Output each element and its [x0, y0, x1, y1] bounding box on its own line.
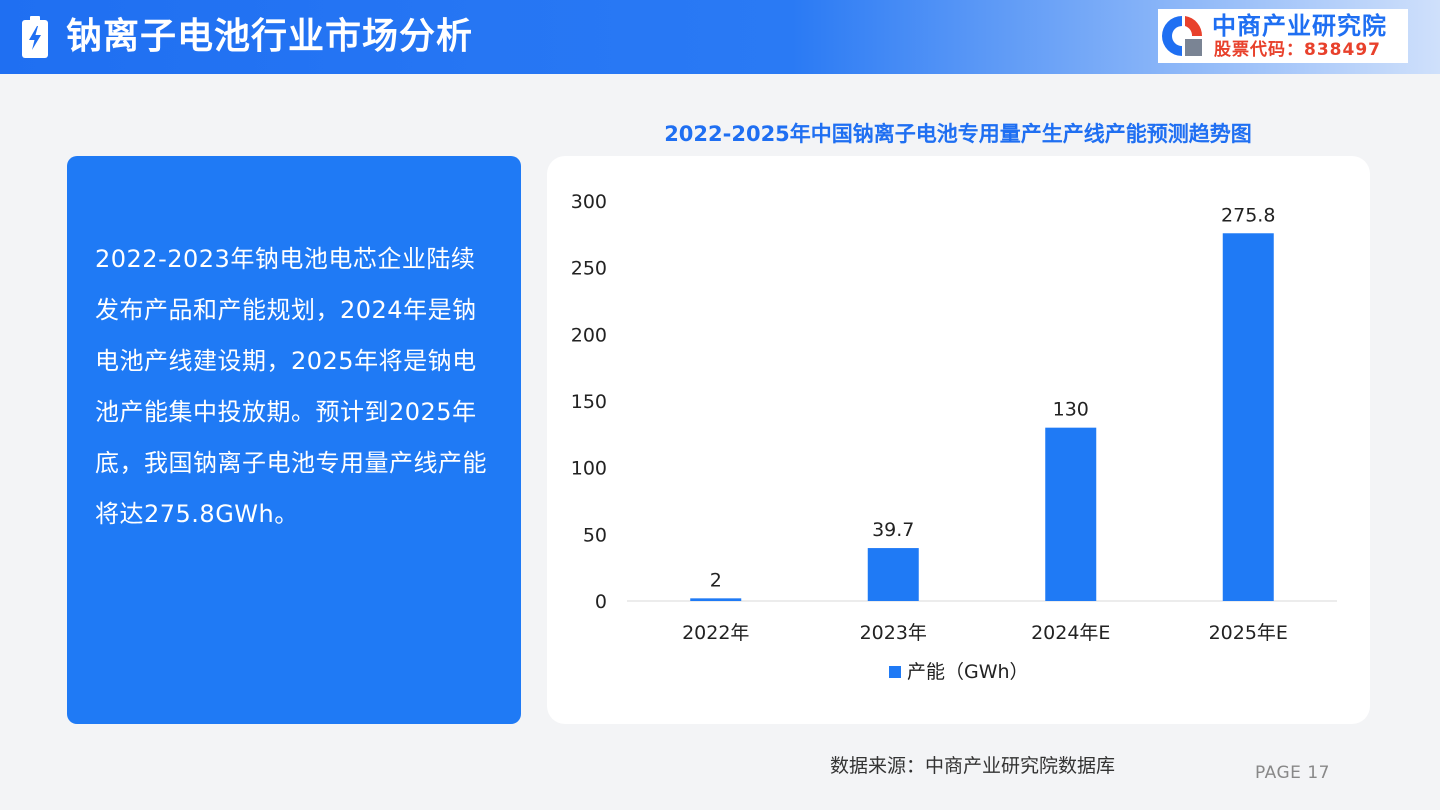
- x-tick-label: 2025年E: [1209, 622, 1288, 644]
- bar-2022年: [690, 598, 742, 601]
- x-tick-label: 2023年: [860, 622, 927, 644]
- y-tick-label: 0: [595, 591, 607, 613]
- bar-2025年E: [1222, 233, 1274, 601]
- y-tick-label: 300: [571, 191, 607, 213]
- chart-card: 0 50 100 150 200 250 300 2 2022年 39.7 2023年 130 2024…: [547, 156, 1370, 724]
- logo-name: 中商产业研究院: [1212, 12, 1387, 40]
- summary-card: 2022-2023年钠电池电芯企业陆续发布产品和产能规划，2024年是钠电池产线…: [67, 156, 521, 724]
- chart-title: 2022-2025年中国钠离子电池专用量产生产线产能预测趋势图: [664, 122, 1252, 146]
- header-bar: 钠离子电池行业市场分析 中商产业研究院 股票代码：838497: [0, 0, 1440, 74]
- summary-text: 2022-2023年钠电池电芯企业陆续发布产品和产能规划，2024年是钠电池产线…: [95, 245, 487, 528]
- x-tick-label: 2022年: [682, 622, 749, 644]
- data-label: 130: [1053, 399, 1089, 421]
- logo-mark-icon: [1162, 16, 1203, 56]
- y-tick-label: 50: [583, 524, 607, 546]
- data-source: 数据来源：中商产业研究院数据库: [830, 755, 1116, 777]
- y-tick-label: 250: [571, 258, 607, 280]
- page-number: PAGE 17: [1255, 763, 1330, 783]
- logo-stock-code: 股票代码：838497: [1214, 40, 1381, 60]
- bar-2023年: [867, 548, 919, 601]
- y-tick-label: 150: [571, 391, 607, 413]
- data-label: 2: [710, 569, 722, 591]
- x-tick-label: 2024年E: [1031, 622, 1110, 644]
- page-title: 钠离子电池行业市场分析: [66, 16, 474, 57]
- data-label: 39.7: [872, 519, 914, 541]
- data-label: 275.8: [1221, 204, 1275, 226]
- legend-label: 产能（GWh）: [907, 661, 1029, 683]
- bar-2024年E: [1045, 427, 1097, 601]
- y-tick-label: 100: [571, 458, 607, 480]
- legend-swatch: [889, 666, 901, 678]
- battery-icon: [22, 16, 48, 58]
- y-tick-label: 200: [571, 324, 607, 346]
- company-logo: 中商产业研究院 股票代码：838497: [1158, 9, 1408, 63]
- bar-chart: 0 50 100 150 200 250 300 2 2022年 39.7 2023年 130 2024…: [571, 191, 1337, 683]
